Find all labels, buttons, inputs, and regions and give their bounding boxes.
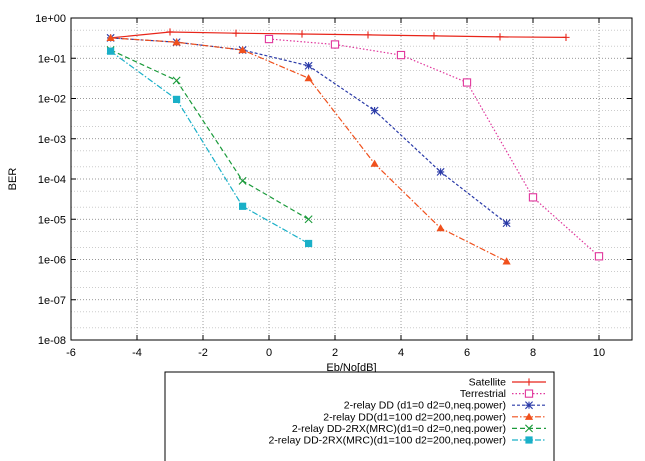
series-3 bbox=[106, 33, 511, 228]
series-group bbox=[106, 28, 604, 265]
legend-label: 2-relay DD-2RX(MRC)(d1=0 d2=0,neq.power) bbox=[292, 423, 506, 435]
y-tick-label: 1e-03 bbox=[38, 134, 66, 146]
series-marker bbox=[232, 29, 240, 37]
y-tick-label: 1e-06 bbox=[38, 255, 66, 267]
series-marker bbox=[298, 30, 306, 38]
series-marker bbox=[502, 219, 511, 228]
x-tick-label: 4 bbox=[398, 347, 404, 359]
legend-entry: 2-relay DD-2RX(MRC)(d1=0 d2=0,neq.power) bbox=[292, 423, 546, 435]
series-marker bbox=[396, 50, 406, 60]
series-marker bbox=[496, 33, 504, 41]
series-marker bbox=[304, 215, 313, 224]
series-marker bbox=[524, 412, 534, 420]
legend-entry: Terrestrial bbox=[460, 388, 546, 400]
series-marker bbox=[239, 202, 247, 210]
series-marker bbox=[524, 389, 534, 398]
x-tick-label: 10 bbox=[593, 347, 605, 359]
axis-ticks: -6 -4 -2 0 2 4 6 8 10 1e-08 1e-07 1e-06 1e-05 1e-04 1e… bbox=[35, 13, 632, 359]
series-marker bbox=[436, 224, 445, 232]
series-6 bbox=[107, 47, 313, 248]
legend-label: 2-relay DD-2RX(MRC)(d1=100 d2=200,neq.po… bbox=[268, 435, 506, 447]
legend-box bbox=[164, 371, 555, 461]
series-marker bbox=[525, 378, 533, 386]
series-marker bbox=[370, 159, 379, 167]
series-marker bbox=[173, 95, 181, 103]
legend-entry: Satellite bbox=[469, 377, 546, 389]
x-tick-label: 6 bbox=[464, 347, 470, 359]
series-marker bbox=[525, 401, 533, 410]
series-line bbox=[110, 49, 309, 220]
y-tick-label: 1e-07 bbox=[38, 295, 66, 307]
x-axis-label: Eb/No[dB] bbox=[326, 362, 376, 374]
series-line bbox=[110, 37, 507, 262]
series-marker bbox=[107, 47, 115, 55]
series-marker bbox=[364, 31, 372, 39]
y-axis-label: BER bbox=[7, 168, 19, 191]
series-marker bbox=[562, 33, 570, 41]
legend-entry: 2-relay DD (d1=0 d2=0,neq.power) bbox=[344, 400, 546, 412]
series-marker bbox=[462, 78, 472, 87]
series-5 bbox=[106, 46, 313, 224]
series-line bbox=[110, 31, 567, 39]
series-marker bbox=[528, 193, 538, 202]
x-tick-label: -2 bbox=[198, 347, 208, 359]
series-marker bbox=[502, 257, 511, 265]
legend-entry: 2-relay DD(d1=100 d2=200,neq.power) bbox=[323, 411, 546, 423]
y-tick-label: 1e-04 bbox=[38, 174, 66, 186]
x-tick-label: -4 bbox=[132, 347, 142, 359]
series-marker bbox=[370, 106, 379, 115]
series-marker bbox=[172, 76, 181, 85]
legend-entry: 2-relay DD-2RX(MRC)(d1=100 d2=200,neq.po… bbox=[268, 435, 546, 447]
series-marker bbox=[166, 28, 174, 36]
legend-label: 2-relay DD (d1=0 d2=0,neq.power) bbox=[344, 400, 506, 412]
y-tick-label: 1e-01 bbox=[38, 53, 66, 65]
series-marker bbox=[594, 252, 604, 261]
series-marker bbox=[238, 45, 247, 54]
series-marker bbox=[330, 40, 340, 49]
series-marker bbox=[525, 436, 533, 444]
legend-label: Terrestrial bbox=[460, 388, 506, 400]
series-marker bbox=[436, 167, 445, 176]
legend-label: 2-relay DD(d1=100 d2=200,neq.power) bbox=[323, 411, 506, 423]
series-line bbox=[268, 38, 600, 257]
x-tick-label: -6 bbox=[66, 347, 76, 359]
x-tick-label: 0 bbox=[266, 347, 272, 359]
series-marker bbox=[304, 74, 313, 82]
y-tick-label: 1e-02 bbox=[38, 94, 66, 106]
x-tick-label: 8 bbox=[530, 347, 536, 359]
series-marker bbox=[305, 239, 313, 248]
legend-label: Satellite bbox=[469, 377, 507, 389]
series-line bbox=[110, 50, 309, 245]
series-marker bbox=[172, 38, 181, 46]
series-marker bbox=[304, 61, 313, 70]
y-tick-label: 1e-05 bbox=[38, 214, 66, 226]
series-marker bbox=[430, 32, 438, 40]
grid-lines bbox=[71, 18, 632, 340]
series-marker bbox=[106, 33, 115, 42]
series-marker bbox=[238, 176, 247, 185]
series-2 bbox=[264, 34, 604, 261]
series-4 bbox=[106, 33, 511, 265]
series-marker bbox=[525, 424, 533, 433]
y-tick-label: 1e-08 bbox=[38, 335, 66, 347]
y-tick-label: 1e+00 bbox=[35, 13, 66, 25]
x-tick-label: 2 bbox=[332, 347, 338, 359]
series-marker bbox=[264, 34, 274, 44]
